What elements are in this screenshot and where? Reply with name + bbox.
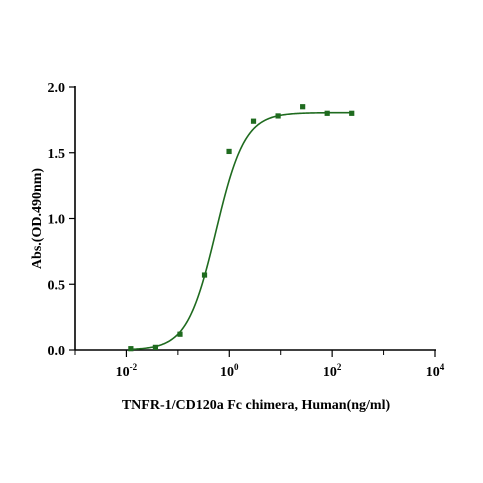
x-tick-label: 100 — [220, 362, 239, 380]
data-point — [300, 104, 306, 110]
axes: 10-2 100 102 104 0.0 0.5 1.0 1.5 2.0 — [48, 81, 445, 380]
y-tick-label: 0.5 — [48, 278, 66, 293]
data-point — [177, 331, 183, 337]
data-points — [128, 104, 355, 352]
y-tick-label: 2.0 — [48, 81, 66, 96]
data-point — [275, 113, 281, 119]
y-tick-label: 0.0 — [48, 344, 66, 359]
data-point — [128, 346, 134, 352]
data-point — [226, 148, 232, 155]
y-tick-label: 1.5 — [48, 147, 66, 162]
x-tick-label: 102 — [323, 362, 342, 380]
data-point — [349, 110, 355, 116]
x-tick-label: 10-2 — [116, 362, 138, 380]
y-ticks: 0.0 0.5 1.0 1.5 2.0 — [48, 81, 75, 359]
data-point — [152, 344, 159, 350]
x-ticks: 10-2 100 102 104 — [74, 350, 445, 380]
data-point — [250, 118, 257, 124]
x-tick-label: 104 — [426, 362, 445, 380]
x-axis-title: TNFR-1/CD120a Fc chimera, Human(ng/ml) — [122, 398, 391, 413]
y-axis-title: Abs.(OD.490nm) — [30, 168, 45, 269]
data-point — [201, 272, 208, 278]
fit-curve — [130, 111, 352, 351]
y-tick-label: 1.0 — [48, 213, 66, 228]
data-point — [324, 110, 330, 116]
